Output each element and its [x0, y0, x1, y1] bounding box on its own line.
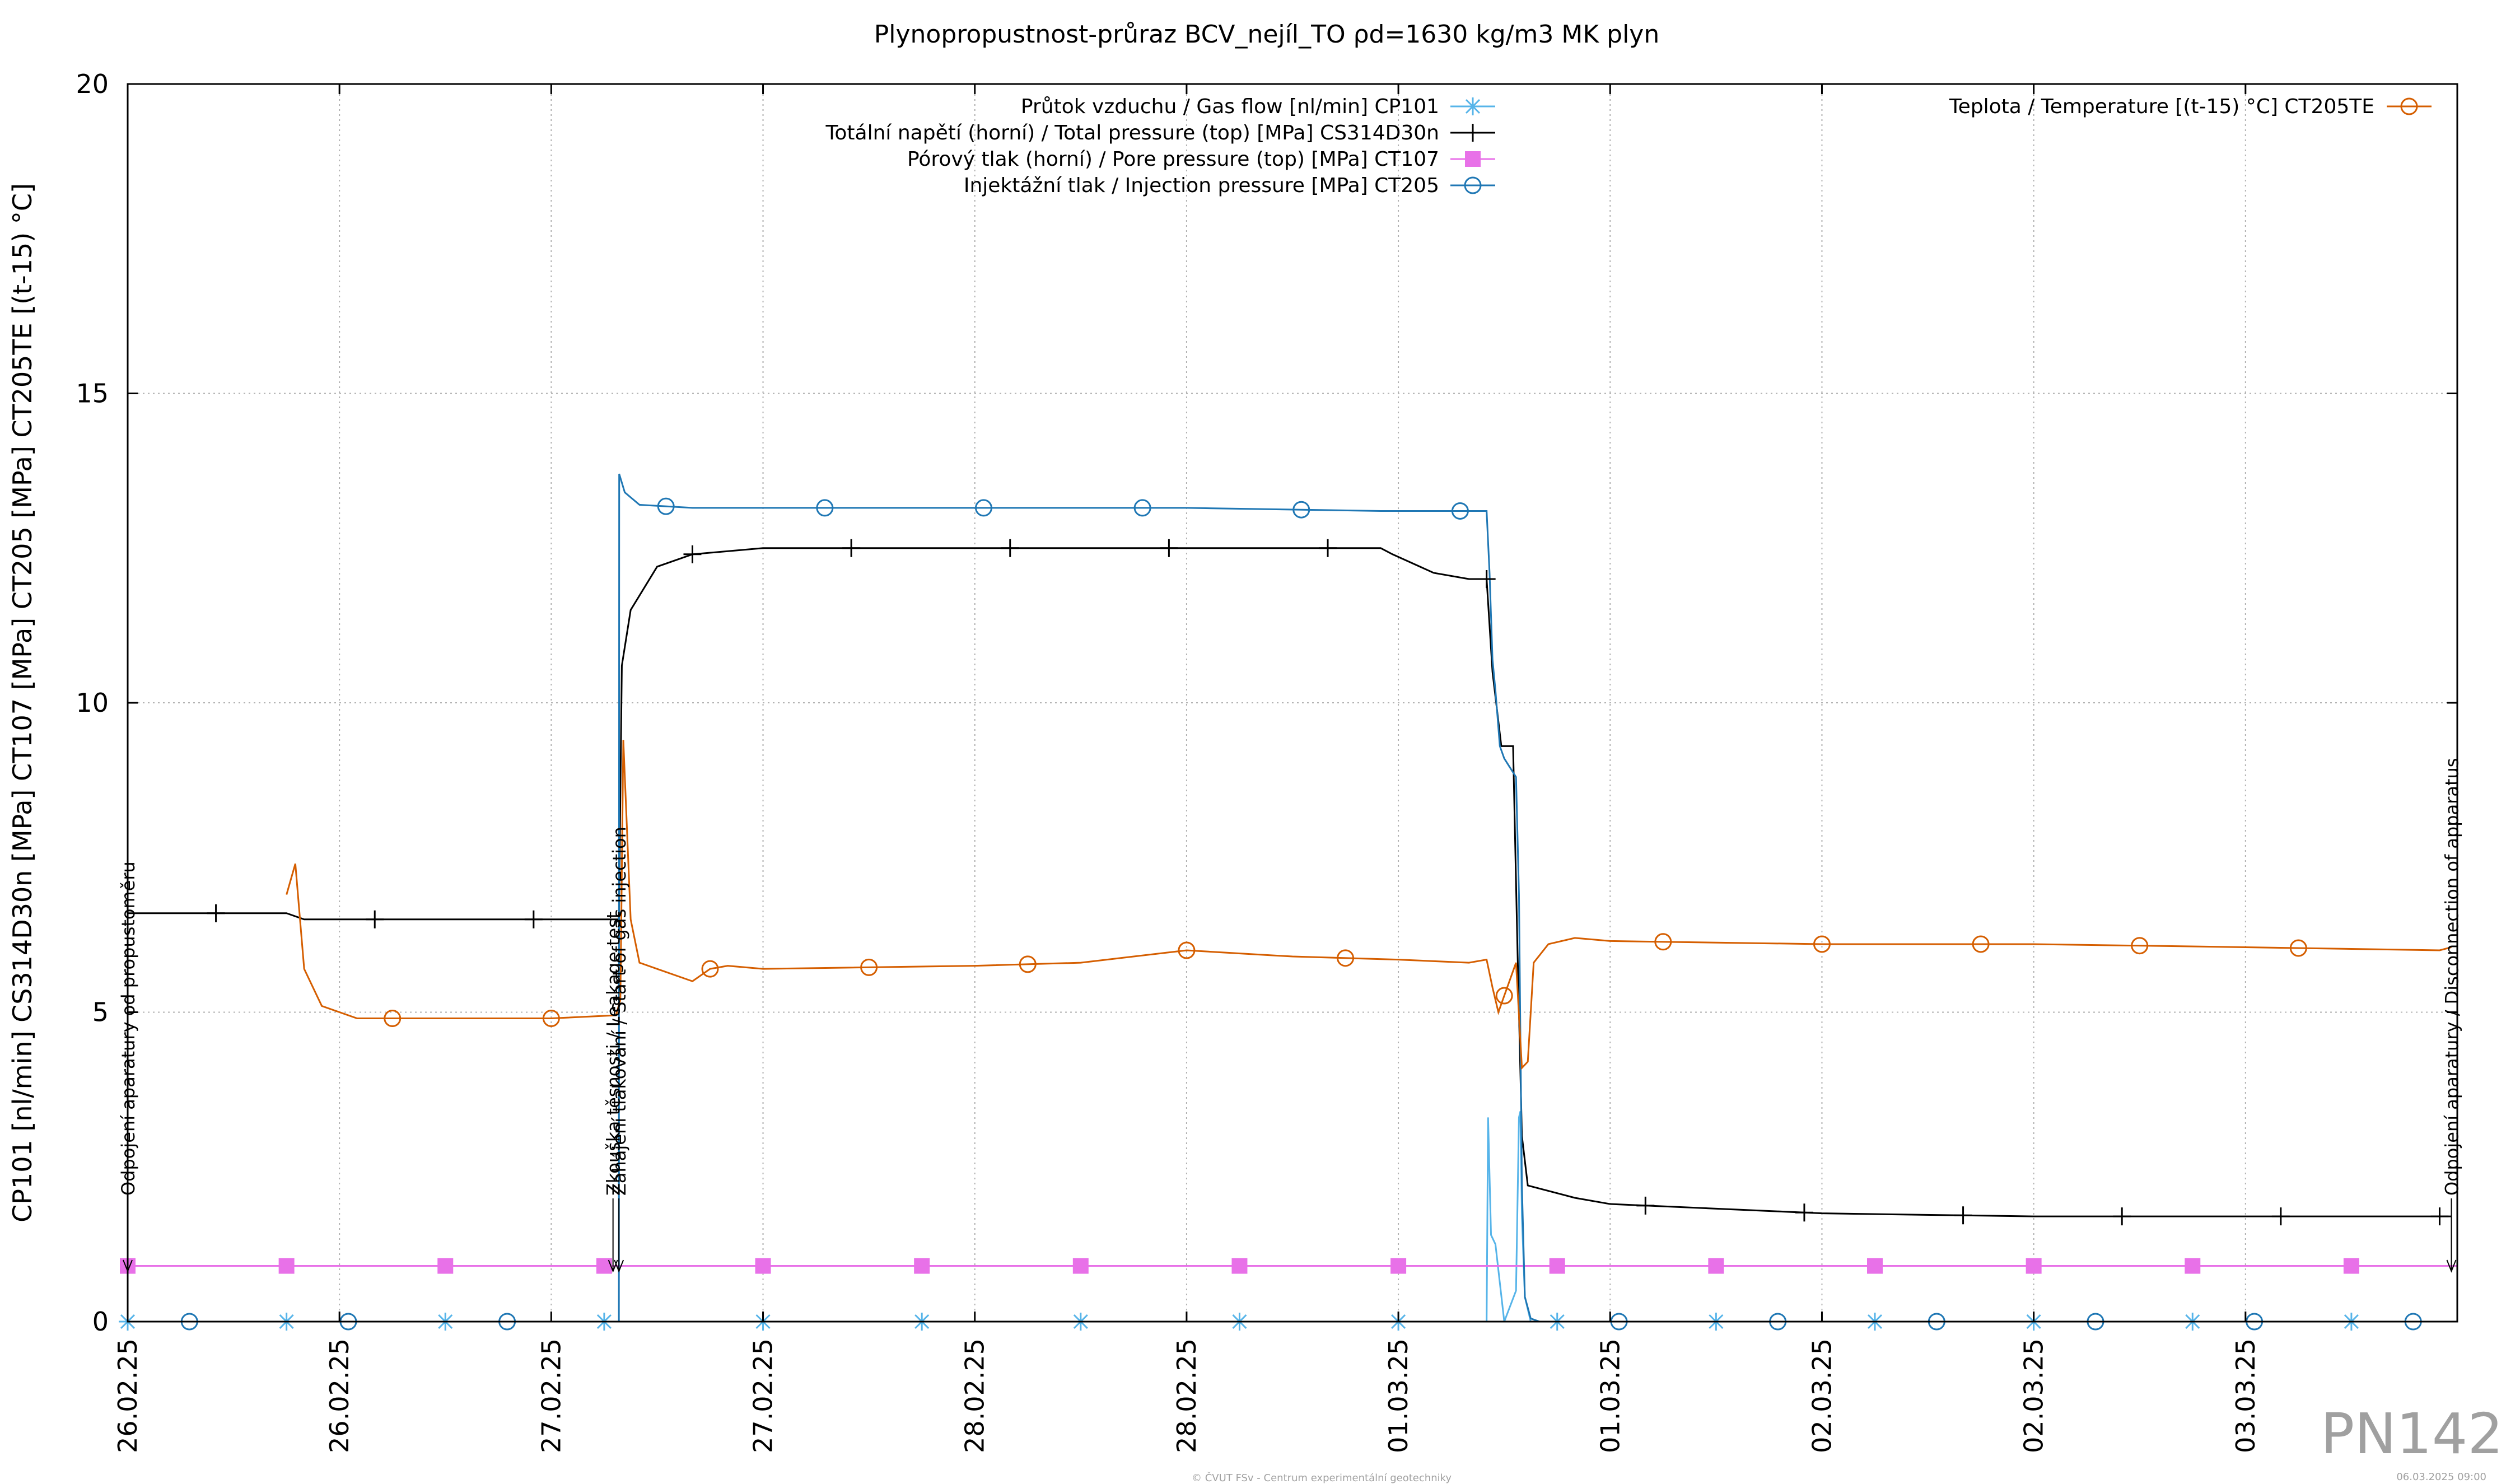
marker-plus	[1477, 570, 1496, 588]
marker-circle	[1464, 176, 1482, 194]
marker-plus	[524, 910, 543, 928]
y-tick-label: 10	[76, 688, 109, 718]
marker-circle	[860, 958, 878, 976]
x-tick-label: 28.02.25	[960, 1338, 990, 1453]
marker-square	[596, 1258, 612, 1274]
annotation-label: Odpojení aparatury od propustoměru	[118, 861, 139, 1196]
x-tick-label: 01.03.25	[1595, 1338, 1625, 1453]
marker-square	[1390, 1258, 1407, 1274]
y-axis: 0 5 10 15 20	[76, 69, 2457, 1337]
marker-circle	[1178, 941, 1196, 959]
marker-circle	[1495, 987, 1513, 1005]
marker-square	[1549, 1258, 1565, 1274]
marker-plus	[1954, 1206, 1972, 1225]
series-layer	[128, 473, 2457, 1323]
x-tick-label: 03.03.25	[2230, 1338, 2261, 1453]
legend-label: Pórový tlak (horní) / Pore pressure (top…	[907, 148, 1439, 171]
grid	[128, 84, 2457, 1322]
marker-plus	[1795, 1203, 1813, 1222]
marker-circle	[1451, 502, 1469, 520]
marker-square	[1231, 1258, 1248, 1274]
marker-plus	[207, 904, 225, 922]
marker-circle	[1654, 933, 1672, 951]
annotation-label: Zahájení tlakování / Start of gas inject…	[609, 827, 630, 1196]
marker-asterisk	[1464, 97, 1482, 115]
x-axis: 26.02.25 26.02.25 27.02.25 27.02.25 28.02.25…	[113, 84, 2261, 1453]
marker-plus	[2271, 1207, 2290, 1226]
marker-circle	[2131, 937, 2149, 955]
x-tick-label: 01.03.25	[1383, 1338, 1413, 1453]
marker-circle	[1019, 955, 1037, 973]
marker-plus	[683, 545, 702, 563]
marker-square	[2026, 1258, 2042, 1274]
x-tick-label: 26.02.25	[113, 1338, 143, 1453]
y-tick-label: 5	[92, 997, 109, 1028]
marker-plus	[1160, 539, 1178, 557]
x-tick-label: 02.03.25	[2019, 1338, 2049, 1453]
marker-circle	[1133, 499, 1151, 517]
annotation-label: Odpojení aparatury / Disconnection of ap…	[2441, 758, 2462, 1196]
marker-circle	[701, 960, 719, 978]
marker-square	[2185, 1258, 2201, 1274]
marker-circle	[1292, 501, 1310, 519]
marker-circle	[657, 497, 675, 515]
marker-plus	[2430, 1207, 2449, 1226]
x-tick-label: 26.02.25	[324, 1338, 354, 1453]
marker-square	[1708, 1258, 1724, 1274]
chart-title: Plynopropustnost-průraz BCV_nejíl_TO ρd=…	[874, 20, 1659, 49]
y-tick-label: 0	[92, 1306, 109, 1337]
x-tick-label: 02.03.25	[1807, 1338, 1837, 1453]
legend-label: Průtok vzduchu / Gas flow [nl/min] CP101	[1021, 95, 1439, 118]
footer-timestamp: 06.03.2025 09:00	[2396, 1471, 2486, 1483]
legend: Průtok vzduchu / Gas flow [nl/min] CP101…	[825, 95, 2432, 197]
annotations: Odpojení aparatury od propustoměru Zkoušk…	[118, 758, 2462, 1273]
legend-label: Injektážní tlak / Injection pressure [MP…	[964, 174, 1439, 197]
marker-plus	[1319, 539, 1337, 557]
marker-circle	[974, 499, 992, 517]
x-tick-label: 27.02.25	[748, 1338, 778, 1453]
markers-layer	[119, 497, 2449, 1331]
marker-square	[437, 1258, 454, 1274]
marker-plus	[1636, 1196, 1655, 1215]
marker-circle	[1813, 935, 1831, 953]
footer-credit: © ČVUT FSv - Centrum experimentální geot…	[1192, 1472, 1452, 1484]
marker-square	[2343, 1258, 2359, 1274]
x-tick-label: 27.02.25	[536, 1338, 566, 1453]
legend-label: Totální napětí (horní) / Total pressure …	[825, 122, 1440, 144]
marker-square	[1072, 1258, 1089, 1274]
marker-plus	[842, 539, 861, 557]
legend-label: Teplota / Temperature [(t-15) °C] CT205T…	[1949, 95, 2374, 118]
marker-circle	[1972, 935, 1990, 953]
panel-id-label: PN142	[2321, 1401, 2503, 1467]
y-tick-label: 15	[76, 379, 109, 409]
x-tick-label: 28.02.25	[1172, 1338, 1202, 1453]
marker-square	[1867, 1258, 1883, 1274]
annotation-arrowhead	[2446, 1259, 2457, 1273]
marker-plus	[1464, 124, 1482, 142]
series-line-4	[128, 473, 2457, 1323]
series-line-5	[286, 740, 2452, 1070]
annotation-label: Zkouška těsnosti / Leakage test	[603, 912, 624, 1196]
marker-plus	[1001, 539, 1019, 557]
marker-plus	[2113, 1207, 2131, 1226]
marker-circle	[2289, 939, 2307, 957]
marker-square	[278, 1258, 295, 1274]
y-tick-label: 20	[76, 69, 109, 99]
marker-square	[755, 1258, 771, 1274]
y-axis-label: CP101 [nl/min] CS314D30n [MPa] CT107 [MP…	[7, 183, 38, 1222]
annotation-arrowhead	[123, 1259, 133, 1273]
marker-circle	[816, 499, 834, 517]
annotation-arrowhead	[614, 1259, 624, 1273]
marker-circle	[384, 1010, 402, 1028]
marker-square	[914, 1258, 930, 1274]
marker-circle	[542, 1010, 560, 1028]
marker-square	[1465, 151, 1481, 167]
marker-plus	[366, 910, 384, 928]
marker-circle	[2400, 97, 2418, 115]
series-line-2	[128, 547, 2452, 1217]
marker-circle	[1337, 949, 1355, 967]
